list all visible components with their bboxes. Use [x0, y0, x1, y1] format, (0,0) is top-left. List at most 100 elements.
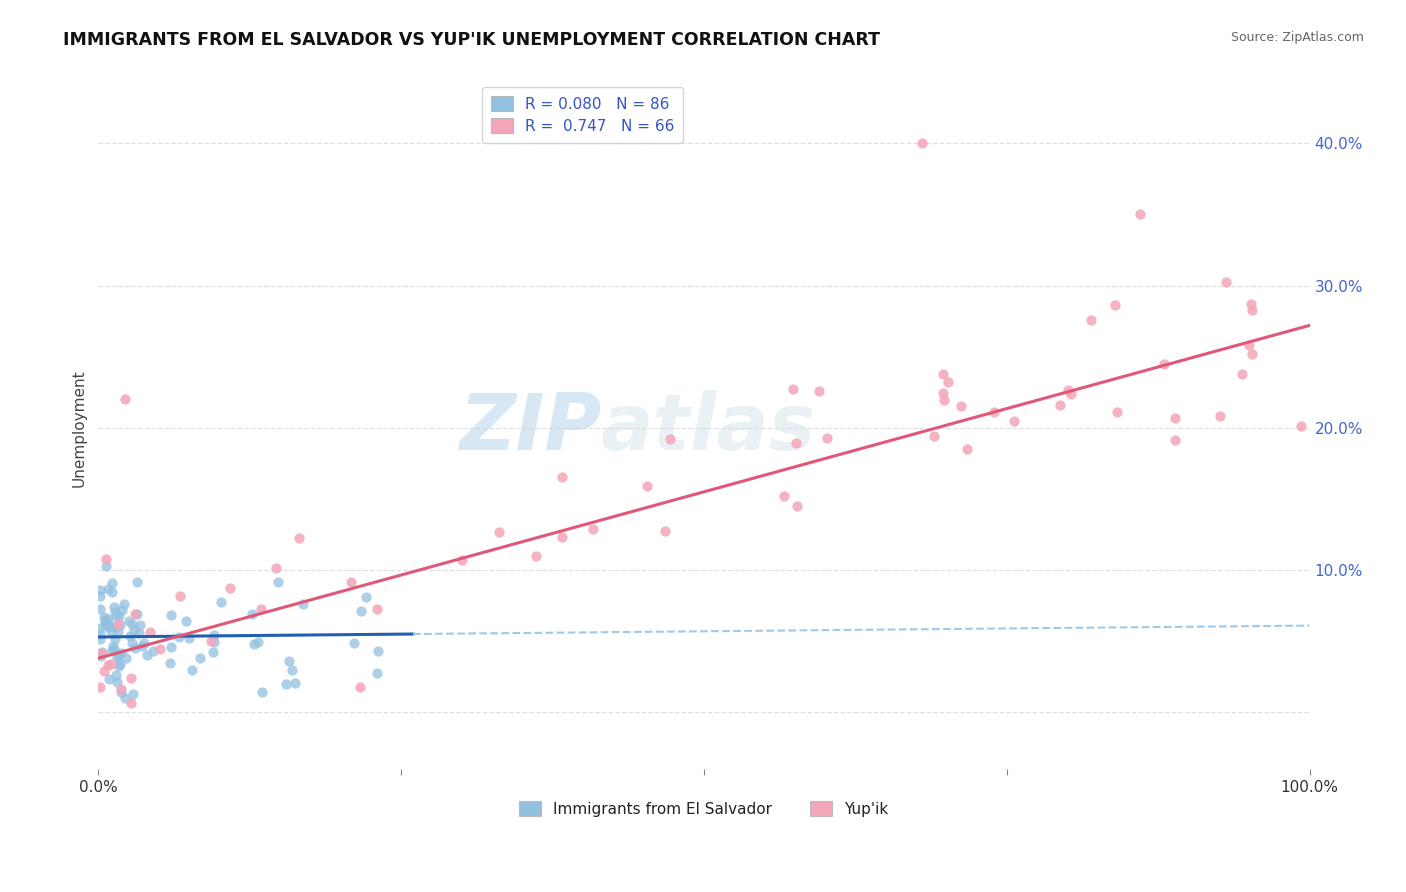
- Point: [97, 612, 120, 626]
- Point: [786, 499, 808, 513]
- Point: [209, 594, 232, 608]
- Point: [120, 629, 142, 643]
- Point: [1104, 298, 1126, 312]
- Point: [524, 549, 547, 563]
- Point: [120, 671, 142, 685]
- Point: [115, 650, 138, 665]
- Point: [110, 646, 132, 660]
- Point: [1129, 207, 1152, 221]
- Point: [264, 561, 287, 575]
- Point: [96, 616, 118, 631]
- Point: [100, 624, 122, 639]
- Point: [90, 649, 112, 664]
- Point: [246, 634, 269, 648]
- Point: [1215, 275, 1237, 289]
- Point: [287, 531, 309, 545]
- Point: [659, 432, 682, 446]
- Point: [105, 675, 128, 690]
- Point: [107, 648, 129, 662]
- Point: [125, 607, 148, 621]
- Point: [105, 608, 128, 623]
- Point: [89, 582, 111, 597]
- Point: [89, 602, 111, 616]
- Point: [89, 627, 111, 641]
- Point: [1049, 398, 1071, 412]
- Point: [91, 645, 114, 659]
- Point: [1240, 297, 1263, 311]
- Point: [950, 399, 973, 413]
- Point: [114, 690, 136, 705]
- Point: [354, 590, 377, 604]
- Point: [108, 609, 131, 624]
- Point: [132, 636, 155, 650]
- Point: [110, 682, 132, 697]
- Point: [488, 524, 510, 539]
- Point: [551, 530, 574, 544]
- Point: [111, 602, 134, 616]
- Point: [167, 630, 190, 644]
- Point: [202, 628, 225, 642]
- Point: [114, 392, 136, 407]
- Point: [110, 618, 132, 632]
- Point: [139, 624, 162, 639]
- Point: [292, 598, 315, 612]
- Point: [94, 615, 117, 629]
- Point: [103, 599, 125, 614]
- Point: [342, 636, 364, 650]
- Point: [98, 620, 121, 634]
- Point: [101, 585, 124, 599]
- Point: [1240, 302, 1263, 317]
- Point: [654, 524, 676, 538]
- Point: [101, 576, 124, 591]
- Point: [93, 610, 115, 624]
- Point: [280, 663, 302, 677]
- Point: [120, 696, 142, 710]
- Point: [169, 590, 191, 604]
- Point: [1059, 386, 1081, 401]
- Text: ZIP: ZIP: [458, 390, 600, 466]
- Point: [1002, 413, 1025, 427]
- Point: [932, 385, 955, 400]
- Point: [121, 636, 143, 650]
- Point: [174, 614, 197, 628]
- Point: [94, 559, 117, 574]
- Point: [107, 624, 129, 639]
- Point: [955, 442, 977, 456]
- Point: [149, 642, 172, 657]
- Point: [936, 375, 959, 389]
- Point: [160, 608, 183, 623]
- Point: [340, 574, 363, 589]
- Point: [105, 650, 128, 665]
- Point: [89, 632, 111, 647]
- Point: [101, 643, 124, 657]
- Point: [107, 617, 129, 632]
- Point: [108, 658, 131, 673]
- Point: [551, 470, 574, 484]
- Point: [240, 607, 263, 621]
- Point: [817, 431, 839, 445]
- Point: [103, 642, 125, 657]
- Point: [177, 631, 200, 645]
- Point: [89, 621, 111, 635]
- Point: [110, 657, 132, 671]
- Point: [202, 635, 225, 649]
- Point: [249, 602, 271, 616]
- Point: [366, 666, 388, 681]
- Point: [124, 607, 146, 621]
- Point: [181, 663, 204, 677]
- Point: [104, 632, 127, 647]
- Point: [110, 685, 132, 699]
- Point: [807, 384, 830, 399]
- Point: [274, 677, 297, 691]
- Point: [932, 392, 955, 407]
- Point: [772, 489, 794, 503]
- Text: IMMIGRANTS FROM EL SALVADOR VS YUP'IK UNEMPLOYMENT CORRELATION CHART: IMMIGRANTS FROM EL SALVADOR VS YUP'IK UN…: [63, 31, 880, 49]
- Point: [101, 639, 124, 653]
- Legend: Immigrants from El Salvador, Yup'ik: Immigrants from El Salvador, Yup'ik: [513, 796, 894, 823]
- Point: [112, 597, 135, 611]
- Point: [89, 680, 111, 694]
- Point: [188, 651, 211, 665]
- Point: [98, 672, 121, 686]
- Point: [124, 640, 146, 655]
- Point: [105, 668, 128, 682]
